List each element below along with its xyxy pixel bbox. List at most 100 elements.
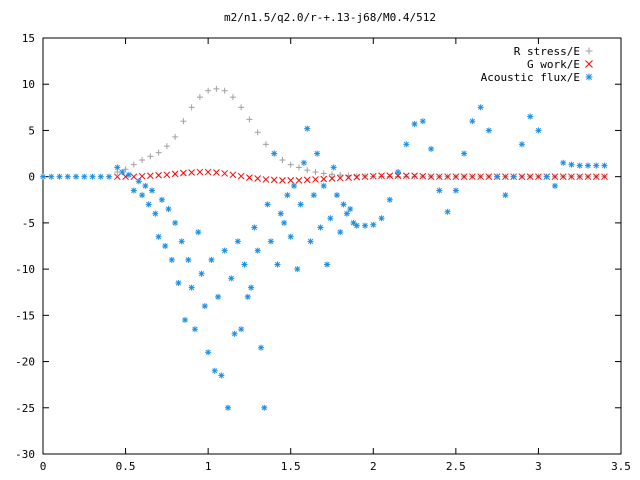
x-tick-label: 1 xyxy=(205,460,212,473)
point-cross xyxy=(262,176,270,183)
point-star xyxy=(419,118,426,125)
point-cross xyxy=(526,173,534,181)
point-star xyxy=(191,326,198,333)
y-tick-label: -5 xyxy=(22,217,35,230)
point-star xyxy=(130,187,137,194)
point-star xyxy=(73,173,80,180)
point-star xyxy=(411,120,418,127)
legend-marker xyxy=(585,73,593,81)
point-star xyxy=(551,182,558,189)
point-plus xyxy=(155,149,162,156)
point-star xyxy=(218,372,225,379)
point-cross xyxy=(601,173,608,181)
point-star xyxy=(494,173,501,180)
point-cross xyxy=(419,172,427,180)
point-plus xyxy=(205,87,212,94)
point-star xyxy=(320,182,327,189)
point-plus xyxy=(386,173,393,180)
point-star xyxy=(224,404,231,411)
point-star xyxy=(314,150,321,157)
point-cross xyxy=(320,175,328,183)
point-star xyxy=(304,125,311,132)
y-tick-label: 15 xyxy=(22,32,35,45)
point-plus xyxy=(411,173,418,180)
point-star xyxy=(145,201,152,208)
y-tick-label: 10 xyxy=(22,78,35,91)
point-star xyxy=(324,261,331,268)
point-plus xyxy=(188,104,195,111)
point-star xyxy=(168,256,175,263)
point-star xyxy=(362,222,369,229)
point-star xyxy=(234,238,241,245)
point-plus xyxy=(262,141,269,148)
point-cross xyxy=(444,173,451,181)
point-star xyxy=(271,150,278,157)
point-plus xyxy=(320,170,327,177)
point-star xyxy=(40,173,46,180)
point-star xyxy=(106,173,113,180)
point-star xyxy=(257,344,264,351)
point-cross xyxy=(254,175,262,182)
y-tick-label: -20 xyxy=(15,356,35,369)
x-tick-label: 0.5 xyxy=(116,460,136,473)
point-star xyxy=(148,187,155,194)
point-star xyxy=(97,173,104,180)
point-cross xyxy=(402,172,410,180)
legend-label: R stress/E xyxy=(514,45,580,58)
point-star xyxy=(576,162,583,169)
point-star xyxy=(248,284,255,291)
point-star xyxy=(428,145,435,152)
point-cross xyxy=(295,177,303,184)
point-star xyxy=(182,316,189,323)
point-plus xyxy=(172,133,179,140)
point-star xyxy=(211,367,218,374)
point-star xyxy=(560,159,567,166)
point-star xyxy=(277,210,284,217)
point-star xyxy=(297,201,304,208)
point-star xyxy=(274,261,281,268)
point-plus xyxy=(221,87,228,94)
point-star xyxy=(307,238,314,245)
y-tick-label: -25 xyxy=(15,402,35,415)
point-star xyxy=(228,275,235,282)
point-star xyxy=(205,349,212,356)
point-star xyxy=(56,173,63,180)
legend-label: G work/E xyxy=(527,58,580,71)
point-star xyxy=(370,221,377,228)
point-star xyxy=(208,256,215,263)
point-star xyxy=(353,222,360,229)
point-star xyxy=(287,233,294,240)
x-axis: 0 0.5 1 1.5 2 2.5 3 3.5 xyxy=(40,38,631,473)
point-cross xyxy=(518,173,526,181)
point-star xyxy=(175,279,182,286)
point-cross xyxy=(237,172,245,180)
point-cross xyxy=(146,172,154,180)
x-tick-label: 3 xyxy=(535,460,542,473)
point-cross xyxy=(155,171,162,179)
point-star xyxy=(378,215,385,222)
point-star xyxy=(64,173,71,180)
point-plus xyxy=(403,173,410,180)
point-plus xyxy=(130,161,137,168)
y-tick-label: -15 xyxy=(15,309,35,322)
point-star xyxy=(241,261,248,268)
point-cross xyxy=(287,177,295,184)
point-cross xyxy=(188,169,195,176)
point-cross xyxy=(180,169,187,177)
point-star xyxy=(264,201,271,208)
x-tick-label: 3.5 xyxy=(611,460,631,473)
point-cross xyxy=(427,173,435,181)
series-0 xyxy=(114,85,608,180)
point-plus xyxy=(378,173,385,180)
point-star xyxy=(152,210,159,217)
data-marks xyxy=(40,85,608,411)
point-star xyxy=(461,150,468,157)
point-star xyxy=(135,178,142,185)
point-cross xyxy=(386,172,394,180)
point-plus xyxy=(279,157,286,164)
point-cross xyxy=(477,173,484,181)
point-cross xyxy=(336,174,344,182)
point-star xyxy=(444,208,451,215)
point-star xyxy=(185,256,192,263)
